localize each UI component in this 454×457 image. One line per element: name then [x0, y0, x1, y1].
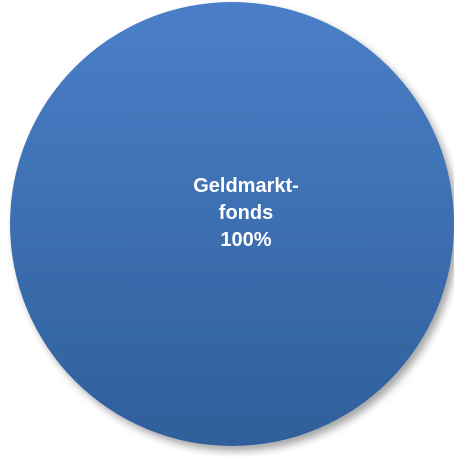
slice-percent-label: 100% — [220, 229, 271, 251]
pie-slice — [10, 2, 454, 446]
slice-name-label: fonds — [219, 202, 273, 224]
slice-label: Geldmarkt-fonds 100% — [193, 175, 299, 251]
slice-name-label: Geldmarkt- — [193, 175, 299, 197]
